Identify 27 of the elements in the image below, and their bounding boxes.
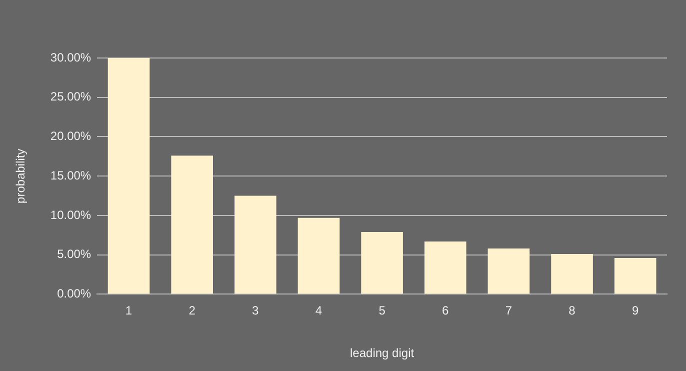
- x-tick-label: 4: [315, 304, 322, 318]
- x-tick-label: 6: [442, 304, 450, 318]
- bar: [298, 218, 340, 294]
- bar: [614, 258, 656, 294]
- bar: [108, 58, 150, 294]
- bar: [551, 254, 593, 294]
- bar: [488, 248, 530, 294]
- y-tick-label: 0.00%: [57, 286, 92, 301]
- bar: [361, 232, 403, 294]
- y-tick-label: 10.00%: [50, 208, 92, 222]
- x-axis-title: leading digit: [350, 346, 415, 360]
- x-tick-label: 7: [505, 304, 512, 318]
- y-tick-label: 20.00%: [50, 129, 92, 144]
- bar: [171, 156, 213, 294]
- bar: [234, 196, 276, 294]
- y-tick-label: 30.00%: [50, 50, 92, 64]
- y-tick-label: 15.00%: [50, 168, 92, 182]
- x-tick-label: 1: [125, 304, 132, 318]
- y-tick-label: 25.00%: [50, 90, 92, 104]
- x-tick-label: 9: [632, 304, 639, 318]
- x-tick-label: 8: [568, 304, 576, 318]
- x-tick-label: 5: [378, 304, 386, 318]
- x-tick-label: 2: [188, 304, 196, 318]
- bar: [424, 241, 466, 294]
- x-tick-label: 3: [252, 304, 260, 318]
- y-tick-label: 5.00%: [57, 247, 92, 262]
- y-axis-title: probability: [14, 148, 28, 204]
